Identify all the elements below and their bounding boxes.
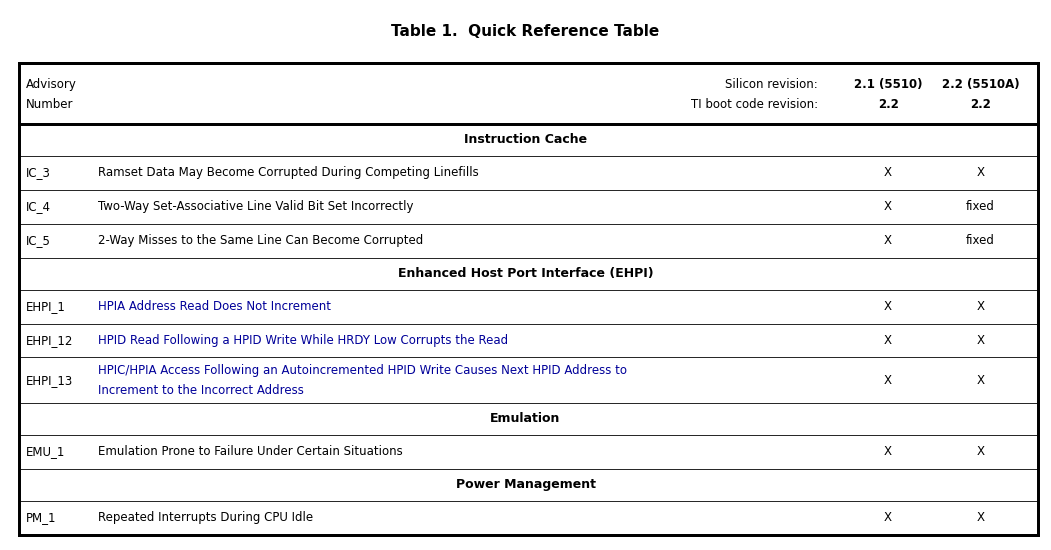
Text: EHPI_12: EHPI_12 — [26, 334, 74, 347]
Text: HPIC/HPIA Access Following an Autoincremented HPID Write Causes Next HPID Addres: HPIC/HPIA Access Following an Autoincrem… — [98, 364, 626, 377]
Text: X: X — [976, 334, 985, 347]
Text: fixed: fixed — [966, 200, 995, 213]
Text: X: X — [884, 334, 892, 347]
Text: 2.2 (5510A): 2.2 (5510A) — [942, 78, 1019, 91]
Text: Repeated Interrupts During CPU Idle: Repeated Interrupts During CPU Idle — [98, 511, 313, 524]
Text: HPIA Address Read Does Not Increment: HPIA Address Read Does Not Increment — [98, 300, 331, 313]
Text: IC_4: IC_4 — [26, 200, 51, 213]
Text: IC_3: IC_3 — [26, 166, 51, 179]
Text: 2-Way Misses to the Same Line Can Become Corrupted: 2-Way Misses to the Same Line Can Become… — [98, 234, 423, 247]
Text: Enhanced Host Port Interface (EHPI): Enhanced Host Port Interface (EHPI) — [397, 267, 654, 280]
Text: Emulation: Emulation — [491, 412, 560, 425]
Text: X: X — [884, 200, 892, 213]
Text: IC_5: IC_5 — [26, 234, 51, 247]
Text: EMU_1: EMU_1 — [26, 445, 65, 458]
Text: Instruction Cache: Instruction Cache — [463, 133, 588, 146]
Text: 2.1 (5510): 2.1 (5510) — [853, 78, 923, 91]
Text: X: X — [976, 511, 985, 524]
Text: X: X — [976, 166, 985, 179]
Text: X: X — [976, 373, 985, 387]
Text: 2.2: 2.2 — [970, 98, 991, 111]
Text: X: X — [884, 445, 892, 458]
Text: X: X — [884, 373, 892, 387]
Text: X: X — [976, 445, 985, 458]
Text: 2.2: 2.2 — [878, 98, 899, 111]
Text: HPID Read Following a HPID Write While HRDY Low Corrupts the Read: HPID Read Following a HPID Write While H… — [98, 334, 508, 347]
Text: X: X — [884, 511, 892, 524]
Text: Two-Way Set-Associative Line Valid Bit Set Incorrectly: Two-Way Set-Associative Line Valid Bit S… — [98, 200, 413, 213]
Text: Increment to the Incorrect Address: Increment to the Incorrect Address — [98, 383, 304, 397]
Text: Ramset Data May Become Corrupted During Competing Linefills: Ramset Data May Become Corrupted During … — [98, 166, 478, 179]
Text: EHPI_1: EHPI_1 — [26, 300, 66, 313]
Text: Number: Number — [26, 98, 74, 111]
Text: PM_1: PM_1 — [26, 511, 57, 524]
Text: X: X — [884, 300, 892, 313]
Text: X: X — [884, 234, 892, 247]
Text: Power Management: Power Management — [455, 478, 596, 491]
Text: X: X — [976, 300, 985, 313]
Text: X: X — [884, 166, 892, 179]
Text: Emulation Prone to Failure Under Certain Situations: Emulation Prone to Failure Under Certain… — [98, 445, 403, 458]
Text: Silicon revision:: Silicon revision: — [725, 78, 818, 91]
Text: TI boot code revision:: TI boot code revision: — [691, 98, 818, 111]
Text: Advisory: Advisory — [26, 78, 77, 91]
Text: fixed: fixed — [966, 234, 995, 247]
Text: Table 1.  Quick Reference Table: Table 1. Quick Reference Table — [391, 24, 660, 40]
Text: EHPI_13: EHPI_13 — [26, 373, 74, 387]
